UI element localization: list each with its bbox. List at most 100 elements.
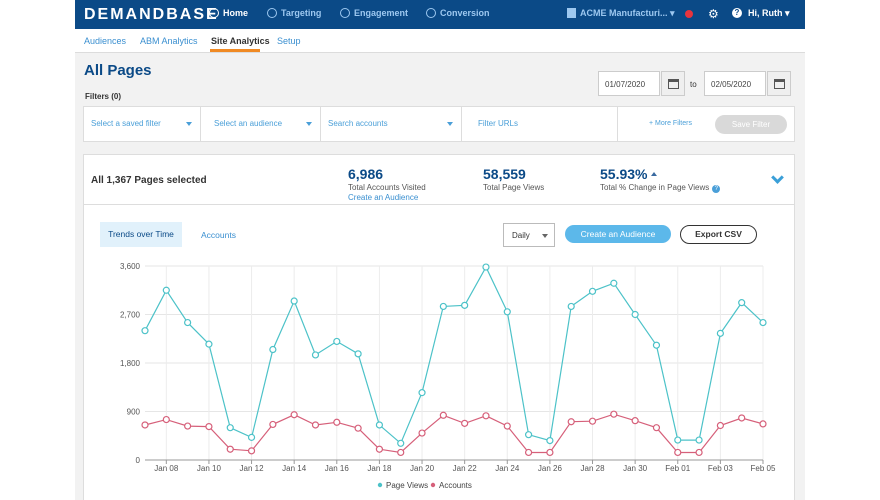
url-filter-input[interactable]: Filter URLs — [462, 107, 618, 141]
series-point-0 — [333, 337, 341, 346]
x-tick-label: Feb 03 — [708, 464, 733, 473]
series-point-1 — [482, 412, 490, 420]
more-filters-link[interactable]: + More Filters — [649, 120, 692, 127]
demandbase-logo[interactable]: DEMANDBASE — [84, 6, 219, 23]
x-tick-label: Jan 22 — [453, 464, 478, 473]
total-views-value: 58,559 — [483, 166, 526, 182]
top-navigation-bar: DEMANDBASE Home Targeting Engagement Con… — [75, 0, 805, 29]
help-icon[interactable]: ? — [732, 8, 742, 18]
nav-home[interactable]: Home — [209, 8, 248, 18]
subnav-site-analytics[interactable]: Site Analytics — [211, 36, 270, 46]
series-point-1 — [546, 448, 554, 457]
tab-accounts[interactable]: Accounts — [201, 230, 236, 240]
y-tick-label: 2,700 — [120, 311, 141, 320]
x-tick-label: Jan 10 — [197, 464, 222, 473]
nav-targeting-label: Targeting — [281, 8, 322, 18]
account-name: ACME Manufacturi... — [580, 8, 668, 18]
x-tick-label: Jan 24 — [495, 464, 520, 473]
chart-card: Trends over Time Accounts Daily Create a… — [83, 205, 795, 500]
x-tick-label: Jan 20 — [410, 464, 435, 473]
x-tick-label: Jan 18 — [367, 464, 392, 473]
series-point-1 — [290, 411, 298, 419]
series-point-1 — [631, 417, 639, 425]
series-point-0 — [184, 318, 192, 327]
series-point-1 — [524, 448, 533, 457]
save-filter-button[interactable]: Save Filter — [715, 115, 787, 134]
end-calendar-button[interactable] — [767, 71, 791, 96]
x-tick-label: Jan 30 — [623, 464, 648, 473]
active-tab-underline — [210, 49, 260, 52]
nav-engagement[interactable]: Engagement — [340, 8, 408, 18]
date-range-to-label: to — [690, 80, 697, 89]
series-point-0 — [354, 350, 362, 358]
start-date-input[interactable]: 01/07/2020 — [598, 71, 660, 96]
series-line-1 — [144, 413, 764, 454]
subnav-setup[interactable]: Setup — [277, 36, 301, 46]
series-point-1 — [759, 420, 767, 428]
series-point-1 — [439, 411, 447, 419]
series-point-1 — [397, 448, 405, 457]
accounts-search[interactable]: Search accounts — [321, 107, 462, 141]
create-audience-link[interactable]: Create an Audience — [348, 193, 419, 202]
legend-marker-1 — [430, 482, 436, 488]
user-greeting: Hi, Ruth — [748, 8, 783, 18]
total-accounts-value: 6,986 — [348, 166, 384, 182]
series-point-0 — [546, 437, 554, 445]
subnav-abm-analytics[interactable]: ABM Analytics — [140, 36, 198, 46]
series-point-0 — [205, 340, 213, 348]
change-value-text: 55.93% — [600, 166, 648, 182]
change-label-text: Total % Change in Page Views — [600, 183, 710, 192]
series-point-1 — [311, 421, 320, 429]
series-line-0 — [144, 265, 764, 445]
status-dot-icon[interactable] — [685, 10, 693, 18]
saved-filter-select[interactable]: Select a saved filter — [84, 107, 201, 141]
pages-selected-text: All 1,367 Pages selected — [91, 175, 207, 186]
export-csv-button[interactable]: Export CSV — [680, 225, 757, 244]
x-tick-label: Jan 12 — [240, 464, 265, 473]
audience-placeholder: Select an audience — [214, 119, 283, 128]
summary-panel: All 1,367 Pages selected 6,986 Total Acc… — [83, 154, 795, 205]
series-point-0 — [631, 310, 639, 319]
user-chevron-icon: ▾ — [785, 8, 790, 18]
sub-navigation: Audiences ABM Analytics Site Analytics S… — [75, 29, 805, 53]
tab-trends-over-time[interactable]: Trends over Time — [100, 222, 182, 247]
legend-label-0: Page Views — [386, 481, 428, 490]
series-point-1 — [716, 421, 724, 430]
end-date-input[interactable]: 02/05/2020 — [704, 71, 766, 96]
series-point-0 — [269, 345, 277, 354]
series-point-0 — [397, 439, 405, 447]
series-point-1 — [205, 422, 213, 431]
series-point-0 — [524, 431, 533, 439]
nav-conversion-label: Conversion — [440, 8, 490, 18]
nav-conversion[interactable]: Conversion — [426, 8, 490, 18]
account-selector[interactable]: ACME Manufacturi... ▾ — [567, 8, 675, 19]
create-audience-button[interactable]: Create an Audience — [565, 225, 671, 243]
series-point-0 — [695, 436, 703, 444]
legend-label-1: Accounts — [439, 481, 472, 490]
info-icon[interactable]: ? — [712, 185, 721, 193]
interval-value: Daily — [512, 231, 530, 240]
y-tick-label: 3,600 — [120, 262, 141, 271]
series-point-0 — [588, 287, 597, 295]
series-point-0 — [610, 279, 618, 287]
series-point-1 — [652, 424, 661, 432]
y-tick-label: 900 — [127, 408, 141, 417]
gear-icon[interactable]: ⚙ — [708, 7, 719, 21]
url-filter-placeholder: Filter URLs — [478, 119, 519, 128]
nav-targeting[interactable]: Targeting — [267, 8, 321, 18]
start-calendar-button[interactable] — [661, 71, 685, 96]
subnav-audiences[interactable]: Audiences — [84, 36, 127, 46]
user-menu[interactable]: Hi, Ruth ▾ — [748, 8, 790, 19]
audience-select[interactable]: Select an audience — [207, 107, 321, 141]
series-point-0 — [461, 301, 469, 309]
interval-select[interactable]: Daily — [503, 223, 555, 247]
series-point-1 — [738, 414, 746, 422]
series-point-0 — [567, 302, 575, 311]
nav-home-label: Home — [223, 8, 249, 18]
nav-engagement-label: Engagement — [354, 8, 409, 18]
x-tick-label: Feb 01 — [665, 464, 690, 473]
x-tick-label: Feb 05 — [751, 464, 776, 473]
series-point-1 — [567, 418, 575, 426]
series-point-1 — [674, 448, 682, 457]
chevron-down-icon — [306, 122, 312, 126]
